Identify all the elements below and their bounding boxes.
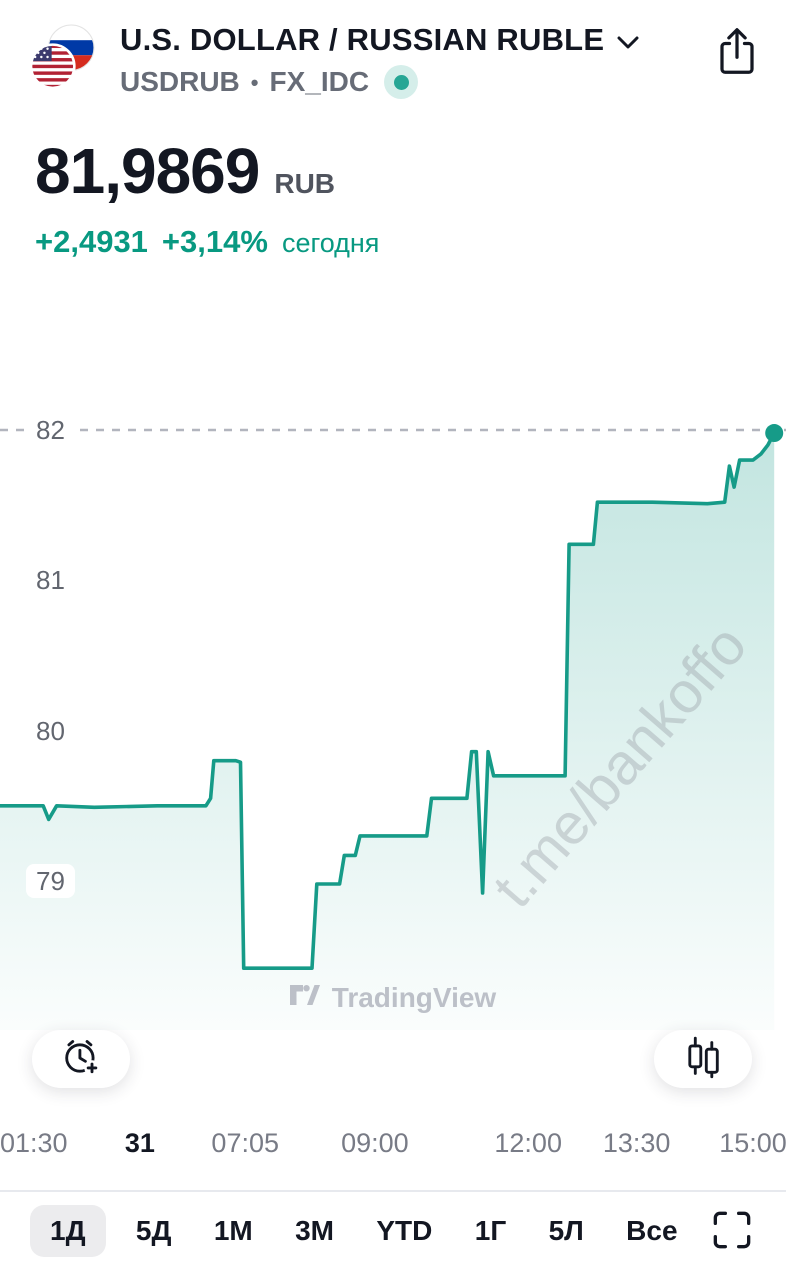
change-period: сегодня xyxy=(281,228,380,258)
currency-label: RUB xyxy=(274,168,336,199)
share-button[interactable] xyxy=(710,22,764,83)
y-axis-label-82: 82 xyxy=(26,413,75,447)
last-price: 81,9869 xyxy=(35,135,260,207)
time-axis: 01:30 31 07:05 09:00 12:00 13:30 15:00 xyxy=(0,1128,786,1164)
x-axis-label-01:30: 01:30 xyxy=(0,1128,68,1158)
x-axis-label-07:05: 07:05 xyxy=(211,1128,280,1158)
x-axis-label-13:30: 13:30 xyxy=(602,1128,671,1158)
range-tab-Все[interactable]: Все xyxy=(614,1205,689,1257)
header-text: U.S. DOLLAR / RUSSIAN RUBLE USDRUB • FX_… xyxy=(120,22,702,99)
last-price-dot xyxy=(765,424,784,443)
price-chart-canvas[interactable]: 82 81 80 79 t.me/bankoffo TradingView xyxy=(0,360,786,1030)
chart-price-line xyxy=(0,431,776,970)
x-axis-label-09:00: 09:00 xyxy=(341,1128,409,1158)
symbol-code: USDRUB xyxy=(120,66,240,97)
x-axis-label-15:00: 15:00 xyxy=(719,1128,786,1158)
range-tab-3М[interactable]: 3М xyxy=(283,1205,346,1257)
range-tab-1Г[interactable]: 1Г xyxy=(463,1205,518,1257)
chart-area-fill xyxy=(0,433,775,1030)
add-alert-icon xyxy=(59,1036,103,1083)
fullscreen-button[interactable] xyxy=(708,1206,756,1257)
x-axis-label-31: 31 xyxy=(124,1128,155,1158)
range-tab-5Л[interactable]: 5Л xyxy=(537,1205,596,1257)
header: U.S. DOLLAR / RUSSIAN RUBLE USDRUB • FX_… xyxy=(29,22,764,99)
range-tab-1Д[interactable]: 1Д xyxy=(30,1205,106,1257)
price-row: 81,9869 RUB xyxy=(35,134,379,208)
change-percent: +3,14% xyxy=(161,224,268,259)
range-tabs-bar: 1Д 5Д 1М 3М YTD 1Г 5Л Все xyxy=(0,1200,786,1262)
divider xyxy=(0,1190,786,1192)
symbol-subtitle: USDRUB • FX_IDC xyxy=(120,65,702,99)
quote-section: 81,9869 RUB +2,4931 +3,14% сегодня xyxy=(35,134,379,260)
page-title: U.S. DOLLAR / RUSSIAN RUBLE xyxy=(120,22,605,57)
add-alert-button[interactable] xyxy=(32,1030,130,1088)
symbol-title-row[interactable]: U.S. DOLLAR / RUSSIAN RUBLE xyxy=(120,22,702,58)
candlestick-icon xyxy=(682,1036,724,1083)
chart-style-button[interactable] xyxy=(654,1030,752,1088)
range-tab-YTD[interactable]: YTD xyxy=(364,1205,444,1257)
exchange-code: FX_IDC xyxy=(269,66,370,97)
market-status-indicator xyxy=(384,65,419,99)
range-tab-1М[interactable]: 1М xyxy=(202,1205,265,1257)
price-change-row: +2,4931 +3,14% сегодня xyxy=(35,224,379,260)
chevron-down-icon xyxy=(616,35,640,50)
separator-dot: • xyxy=(250,70,259,95)
x-axis-label-12:00: 12:00 xyxy=(494,1128,562,1158)
change-absolute: +2,4931 xyxy=(35,224,148,259)
y-axis-label-79: 79 xyxy=(26,863,75,898)
y-axis-label-81: 81 xyxy=(26,563,75,598)
range-tab-5Д[interactable]: 5Д xyxy=(124,1205,184,1257)
y-axis-label-80: 80 xyxy=(26,713,75,748)
usd-rub-flags-icon xyxy=(29,24,96,90)
